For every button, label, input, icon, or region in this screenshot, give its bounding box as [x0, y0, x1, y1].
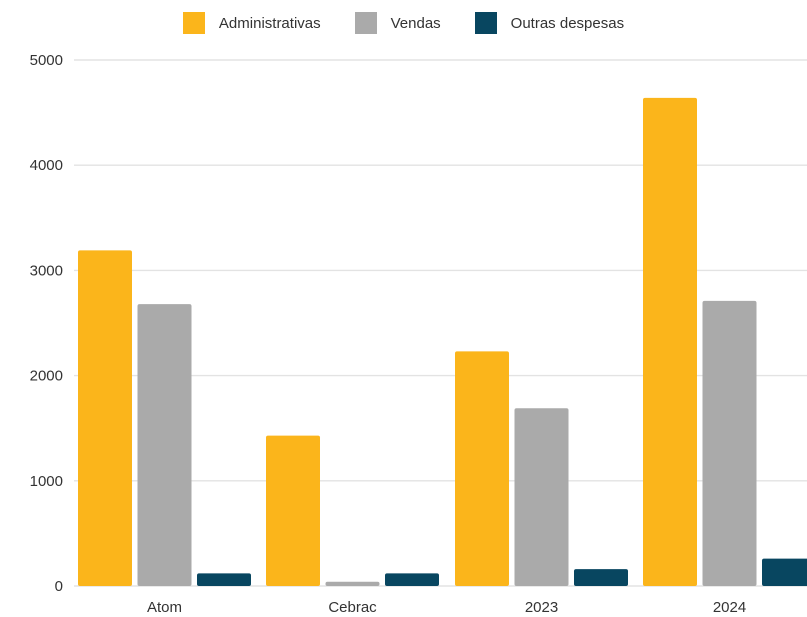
bar-vendas-cebrac[interactable]	[325, 581, 380, 586]
x-tick-label-2024: 2024	[713, 599, 746, 616]
y-tick-label-3000: 3000	[30, 262, 63, 279]
y-tick-label-0: 0	[55, 578, 63, 595]
legend-swatch-administrativas	[182, 12, 205, 34]
y-tick-label-1000: 1000	[30, 473, 63, 490]
legend-item-outras-despesas[interactable]: Outras despesas	[474, 12, 625, 34]
legend-item-administrativas[interactable]: Administrativas	[182, 12, 321, 34]
x-tick-label-cebrac: Cebrac	[328, 599, 377, 616]
bar-outras-despesas-2023[interactable]	[574, 569, 628, 586]
bar-outras-despesas-2024[interactable]	[762, 558, 807, 586]
legend-label-administrativas: Administrativas	[218, 14, 321, 32]
legend-label-vendas: Vendas	[390, 14, 441, 32]
bar-outras-despesas-atom[interactable]	[197, 573, 251, 586]
x-axis: Atom Cebrac 2023 2024	[147, 599, 746, 616]
bar-vendas-2024[interactable]	[702, 300, 757, 586]
bars	[78, 97, 807, 587]
bar-administrativas-atom[interactable]	[78, 250, 132, 587]
legend-label-outras-despesas: Outras despesas	[510, 14, 625, 32]
bar-administrativas-cebrac[interactable]	[266, 435, 320, 586]
bar-outras-despesas-cebrac[interactable]	[385, 573, 439, 586]
legend-swatch-outras-despesas	[474, 12, 497, 34]
x-tick-label-2023: 2023	[525, 599, 558, 616]
y-tick-label-2000: 2000	[30, 368, 63, 385]
bar-administrativas-2024[interactable]	[643, 97, 697, 586]
legend-item-vendas[interactable]: Vendas	[354, 12, 441, 34]
bar-vendas-atom[interactable]	[137, 304, 192, 586]
legend-swatch-vendas	[354, 12, 377, 34]
bar-vendas-2023[interactable]	[514, 408, 569, 586]
bar-administrativas-2023[interactable]	[455, 351, 509, 586]
x-tick-label-atom: Atom	[147, 599, 182, 616]
y-tick-label-5000: 5000	[30, 52, 63, 69]
legend: Administrativas Vendas Outras despesas	[0, 12, 807, 34]
y-axis: 0 1000 2000 3000 4000 5000	[30, 52, 63, 595]
y-tick-label-4000: 4000	[30, 157, 63, 174]
